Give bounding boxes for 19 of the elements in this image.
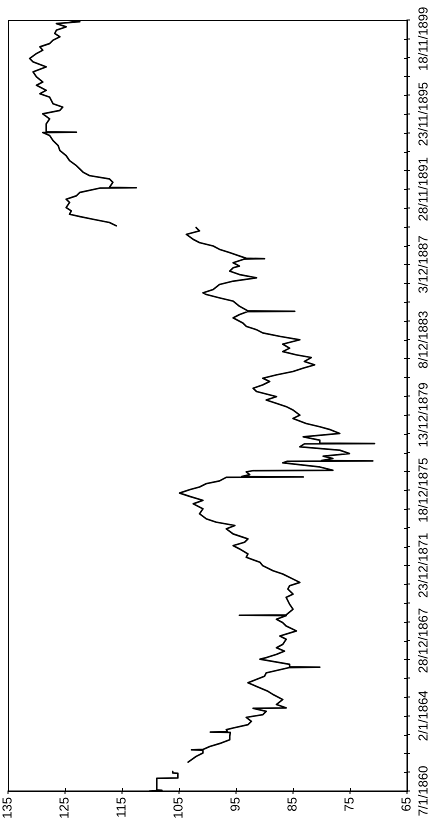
y-tick-label: 28/11/1891 (416, 157, 431, 222)
y-tick-label: 3/12/1887 (416, 236, 431, 294)
y-tick-label: 23/12/1871 (416, 532, 431, 598)
y-tick-label: 28/12/1867 (416, 608, 431, 674)
y-tick-label: 18/11/1899 (416, 6, 431, 71)
x-tick-label: 65 (398, 797, 414, 812)
x-tick-label: 135 (0, 797, 15, 819)
x-tick-label: 95 (228, 797, 243, 812)
y-tick-label: 2/1/1864 (416, 690, 431, 742)
y-tick-label: 23/11/1895 (416, 82, 431, 146)
y-tick-label: 8/12/1883 (416, 310, 431, 369)
y-tick-label: 13/12/1879 (416, 382, 431, 448)
y-tick-label: 18/12/1875 (416, 458, 431, 523)
x-tick-label: 115 (114, 797, 129, 818)
x-tick-label: 85 (284, 797, 300, 812)
x-tick-label: 105 (170, 797, 186, 819)
y-tick-label: 7/1/1860 (416, 766, 431, 816)
x-tick-label: 125 (56, 797, 72, 819)
x-tick-label: 75 (342, 797, 357, 812)
